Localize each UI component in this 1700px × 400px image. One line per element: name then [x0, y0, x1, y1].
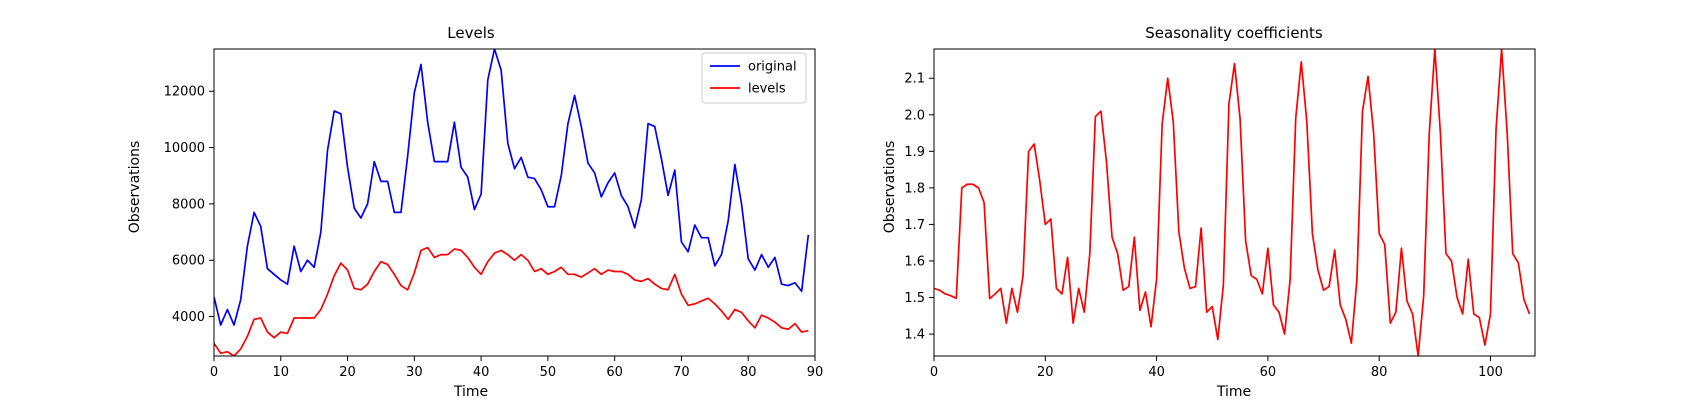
- series-line-series-0: [934, 49, 1531, 356]
- x-tick-label: 60: [606, 365, 623, 380]
- x-tick-label: 10: [273, 365, 290, 380]
- x-tick-label: 0: [930, 365, 938, 380]
- x-tick-label: 20: [1037, 365, 1054, 380]
- chart-title: Seasonality coefficients: [1145, 24, 1323, 42]
- x-tick-label: 70: [673, 365, 690, 380]
- y-tick-label: 8000: [172, 197, 205, 212]
- legend: original levels: [701, 52, 807, 104]
- levels-chart: Levels Time Observations 0 10 20 30 40 50 60 70…: [127, 24, 823, 400]
- x-tick-label: 60: [1260, 365, 1277, 380]
- y-tick-label: 10000: [164, 141, 205, 156]
- y-tick-label: 1.6: [904, 254, 925, 269]
- y-tick-label: 6000: [172, 254, 205, 269]
- y-tick-label: 2.0: [904, 108, 925, 123]
- x-tick-label: 90: [807, 365, 824, 380]
- x-tick-label: 40: [1148, 365, 1165, 380]
- chart-title: Levels: [447, 24, 495, 42]
- y-tick-label: 1.8: [904, 181, 925, 196]
- plot-frame: [213, 48, 816, 357]
- seasonality-chart: Seasonality coefficients Time Observatio…: [882, 24, 1536, 400]
- x-tick-label: 40: [473, 365, 490, 380]
- x-tick-label: 30: [406, 365, 423, 380]
- x-tick-label: 20: [339, 365, 356, 380]
- x-tick-label: 0: [210, 365, 218, 380]
- y-axis-label: Observations: [882, 141, 898, 234]
- x-axis-label: Time: [453, 384, 488, 400]
- x-tick-label: 100: [1478, 365, 1503, 380]
- y-tick-label: 4000: [172, 310, 205, 325]
- x-axis-label: Time: [1216, 384, 1251, 400]
- x-tick-label: 50: [540, 365, 557, 380]
- legend-label-levels: levels: [748, 82, 786, 97]
- y-axis-label: Observations: [127, 141, 143, 234]
- y-tick-label: 1.5: [904, 291, 925, 306]
- y-tick-label: 2.1: [904, 72, 925, 87]
- series-line-levels: [214, 246, 809, 356]
- y-tick-label: 1.9: [904, 145, 925, 160]
- y-tick-label: 1.4: [904, 328, 925, 343]
- plot-frame: [933, 48, 1536, 357]
- series-line-original: [214, 49, 810, 326]
- x-tick-label: 80: [740, 365, 757, 380]
- y-tick-label: 1.7: [904, 218, 925, 233]
- x-tick-label: 80: [1371, 365, 1388, 380]
- y-tick-label: 12000: [164, 85, 205, 100]
- legend-label-original: original: [748, 60, 797, 75]
